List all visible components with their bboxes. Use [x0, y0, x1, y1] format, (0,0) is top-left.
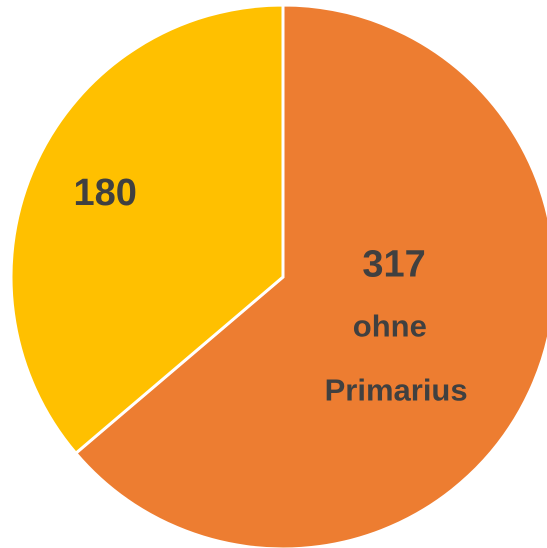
pie-slice: [73, 3, 547, 548]
pie-slice: [9, 3, 285, 456]
data-label: 317: [362, 243, 425, 285]
data-label: 180: [74, 172, 137, 214]
category-label: ohne Primarius: [325, 309, 468, 408]
